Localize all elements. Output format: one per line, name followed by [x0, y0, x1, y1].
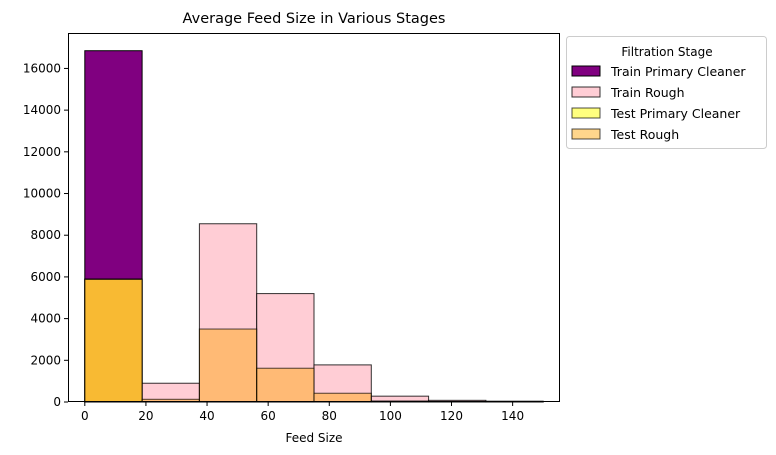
bar-train-rough-bin-3: [256, 293, 315, 403]
bar-test-rough-bin-2: [198, 328, 258, 403]
legend-title: Filtration Stage: [621, 45, 712, 59]
legend-items: Train Primary Cleaner Train Rough Test Pri…: [571, 64, 746, 142]
x-tick-label: 120: [440, 409, 463, 423]
y-tick-label: 10000: [23, 187, 61, 201]
legend-swatch-train-primary-cleaner: [571, 65, 601, 77]
legend: Filtration Stage Train Primary CleanerTr…: [566, 36, 767, 149]
x-tick-label: 140: [501, 409, 524, 423]
legend-label-test-primary-cleaner: Test Primary Cleaner: [610, 106, 741, 121]
bar-test-rough-bin-0: [84, 278, 143, 403]
bar-train-rough-bin-4: [313, 364, 372, 403]
y-tick-label: 6000: [30, 270, 61, 284]
y-tick-label: 8000: [30, 228, 61, 242]
legend-swatch-test-rough: [571, 128, 601, 140]
x-tick-label: 20: [138, 409, 153, 423]
legend-label-test-rough: Test Rough: [610, 127, 679, 142]
y-tick-label: 16000: [23, 61, 61, 75]
y-axis: 0 2000 4000 6000 8000 10000 12000 14000 16000: [23, 61, 68, 409]
bar-train-rough-bin-2: [198, 223, 258, 403]
x-tick-label: 80: [322, 409, 337, 423]
y-tick-label: 0: [53, 395, 61, 409]
y-tick-label: 14000: [23, 103, 61, 117]
y-tick-label: 12000: [23, 145, 61, 159]
x-tick-label: 60: [261, 409, 276, 423]
y-tick-label: 2000: [30, 353, 61, 367]
bar-test-rough-bin-3: [256, 367, 315, 403]
x-tick-label: 0: [81, 409, 89, 423]
legend-box: [566, 36, 767, 149]
legend-swatch-test-primary-cleaner: [571, 107, 601, 119]
plot-frame: [68, 33, 560, 402]
legend-label-train-rough: Train Rough: [610, 85, 685, 100]
x-axis-label: Feed Size: [285, 431, 342, 445]
legend-swatch-train-rough: [571, 86, 601, 98]
chart-title: Average Feed Size in Various Stages: [183, 11, 446, 27]
legend-label-train-primary-cleaner: Train Primary Cleaner: [610, 64, 746, 79]
x-tick-label: 40: [199, 409, 214, 423]
bars-layer: [84, 50, 544, 403]
bar-test-rough-bin-4: [313, 392, 372, 403]
y-tick-label: 4000: [30, 312, 61, 326]
x-axis: 0 20 40 60 80 100 120 140: [81, 402, 524, 423]
x-tick-label: 100: [379, 409, 402, 423]
